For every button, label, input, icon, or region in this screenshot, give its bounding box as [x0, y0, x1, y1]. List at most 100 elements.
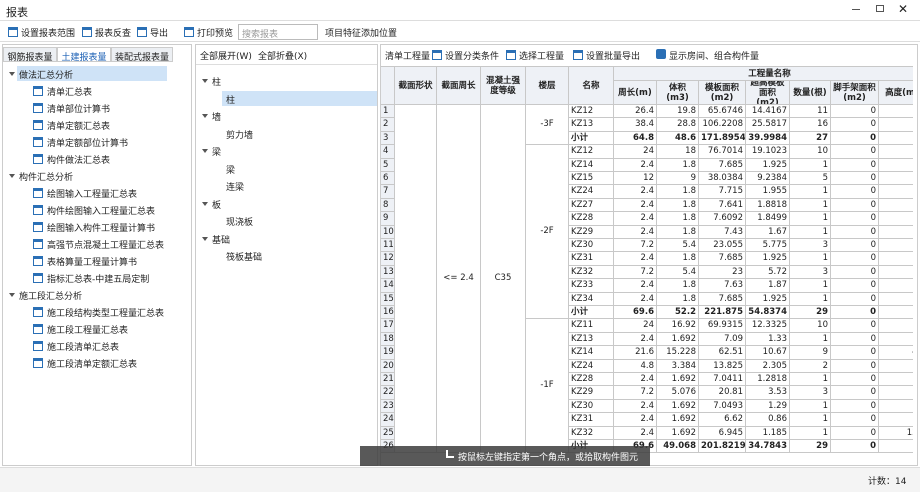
value-cell: 1: [790, 413, 831, 427]
value-cell: [879, 226, 913, 239]
tree-group[interactable]: 墙: [212, 113, 222, 123]
tree-group[interactable]: 施工段汇总分析: [19, 292, 83, 302]
tool-button[interactable]: 设置分类条件: [445, 52, 500, 62]
tree-item[interactable]: 施工段清单汇总表: [47, 343, 120, 353]
name-cell: KZ12: [569, 145, 614, 159]
tool-button[interactable]: 导出: [150, 29, 169, 39]
value-cell: 20.81: [699, 386, 746, 400]
value-cell: 69.6: [614, 306, 657, 320]
tree-arrow: [202, 114, 208, 118]
tree-item[interactable]: 高强节点混凝土工程量汇总表: [47, 241, 165, 251]
tree-item[interactable]: 表格算量工程量计算书: [47, 258, 138, 268]
tree-item[interactable]: 梁: [226, 165, 236, 176]
value-cell: 13.825: [699, 359, 746, 373]
value-cell: 38.4: [614, 118, 657, 132]
tree-arrow: [9, 293, 15, 297]
restore[interactable]: [876, 5, 884, 12]
tree-item[interactable]: 柱: [226, 95, 236, 106]
value-cell: [879, 413, 913, 427]
tree-group[interactable]: 做法汇总分析: [19, 71, 74, 81]
value-cell: [879, 266, 913, 280]
name-cell: KZ31: [569, 252, 614, 266]
value-cell: 1.692: [657, 373, 699, 387]
value-cell: 5.4: [657, 239, 699, 253]
row-number: 23: [381, 399, 395, 414]
tool-button[interactable]: 设置报表范围: [21, 29, 76, 39]
value-cell: 1.8: [657, 212, 699, 226]
row-number: 19: [381, 346, 395, 360]
tree-item[interactable]: 筏板基础: [226, 253, 263, 263]
value-cell: 1.29: [746, 399, 790, 414]
value-cell: 1.8499: [746, 212, 790, 226]
checkbox[interactable]: [656, 49, 666, 59]
position-dropdown[interactable]: 项目特征添加位置: [325, 29, 398, 39]
value-cell: 1.33: [746, 332, 790, 347]
row-number-header: [381, 67, 395, 105]
tree-item[interactable]: 清单部位计算书: [47, 105, 111, 115]
search-box[interactable]: 搜索报表: [238, 24, 318, 40]
minimize[interactable]: [852, 9, 860, 10]
tree-group[interactable]: 板: [212, 200, 222, 211]
tree-item[interactable]: 构件绘图输入工程量汇总表: [47, 207, 156, 217]
value-cell: 0: [831, 373, 879, 387]
tree-item[interactable]: 施工段工程量汇总表: [47, 326, 129, 336]
value-cell: 0: [831, 212, 879, 226]
value-cell: 1.925: [746, 252, 790, 266]
floor-cell: -3F: [526, 105, 569, 146]
tree-item[interactable]: 指标汇总表-中建五局定制: [47, 275, 150, 285]
value-cell: 0: [831, 319, 879, 333]
header-line: [196, 64, 377, 65]
checkbox-label[interactable]: 显示房间、组合构件量: [669, 52, 760, 62]
tool-button[interactable]: 报表反查: [95, 29, 132, 39]
report-tab[interactable]: 装配式报表量: [111, 47, 173, 63]
value-cell: 0: [831, 131, 879, 146]
column-header: 名称: [569, 67, 614, 105]
name-cell: KZ32: [569, 265, 614, 280]
value-cell: 7.0493: [699, 399, 746, 414]
close[interactable]: ✕: [898, 2, 909, 16]
value-cell: 7.685: [699, 158, 746, 172]
tree-group[interactable]: 柱: [212, 78, 222, 88]
value-cell: 7.43: [699, 225, 746, 239]
report-tab[interactable]: 土建报表量: [57, 47, 111, 63]
tree-item[interactable]: 现浇板: [226, 218, 254, 228]
tree-group[interactable]: 基础: [212, 235, 231, 246]
tool-button[interactable]: 打印预览: [197, 29, 234, 39]
row-number: 10: [381, 225, 395, 239]
tree-item[interactable]: 绘图输入工程量汇总表: [47, 190, 138, 200]
tree-arrow: [9, 72, 15, 76]
title-bar: 报表 ✕: [0, 0, 920, 21]
tree-group[interactable]: 构件汇总分析: [19, 173, 74, 183]
tree-item[interactable]: 清单定额部位计算书: [47, 139, 129, 149]
tree-item[interactable]: 施工段清单定额汇总表: [47, 360, 138, 370]
tool-button[interactable]: 选择工程量: [519, 52, 565, 62]
row-number: 22: [381, 386, 395, 400]
value-cell: 1: [790, 373, 831, 387]
quantity-dropdown[interactable]: 清单工程量: [385, 52, 431, 62]
value-cell: 0: [831, 426, 879, 440]
value-cell: 2.4: [614, 198, 657, 213]
row-number: 20: [381, 359, 395, 373]
tree-item[interactable]: 清单定额汇总表: [47, 122, 111, 132]
tool-icon: [137, 27, 147, 37]
value-cell: [879, 252, 913, 266]
tree-group[interactable]: 梁: [212, 148, 222, 158]
tree-item[interactable]: 施工段结构类型工程量汇总表: [47, 309, 165, 319]
window-title: 报表: [6, 6, 28, 19]
tree-item[interactable]: 绘图输入构件工程量计算书: [47, 224, 156, 234]
tool-button[interactable]: 设置批量导出: [586, 52, 641, 62]
tree-item[interactable]: 连梁: [226, 183, 245, 193]
tree-action[interactable]: 全部折叠(X): [258, 52, 308, 62]
report-tab[interactable]: 钢筋报表量: [3, 47, 57, 63]
item-icon: [33, 154, 43, 164]
value-cell: 76.7014: [699, 145, 746, 159]
item-icon: [33, 188, 43, 198]
tree-action[interactable]: 全部展开(W): [200, 52, 252, 62]
tree-item[interactable]: 构件做法汇总表: [47, 156, 111, 166]
tree-item[interactable]: 剪力墙: [226, 130, 254, 141]
value-cell: 1: [790, 198, 831, 213]
tree-item[interactable]: 清单汇总表: [47, 88, 93, 98]
value-cell: 7.2: [614, 239, 657, 253]
row-number: 9: [381, 212, 395, 226]
value-cell: 1.692: [657, 413, 699, 427]
